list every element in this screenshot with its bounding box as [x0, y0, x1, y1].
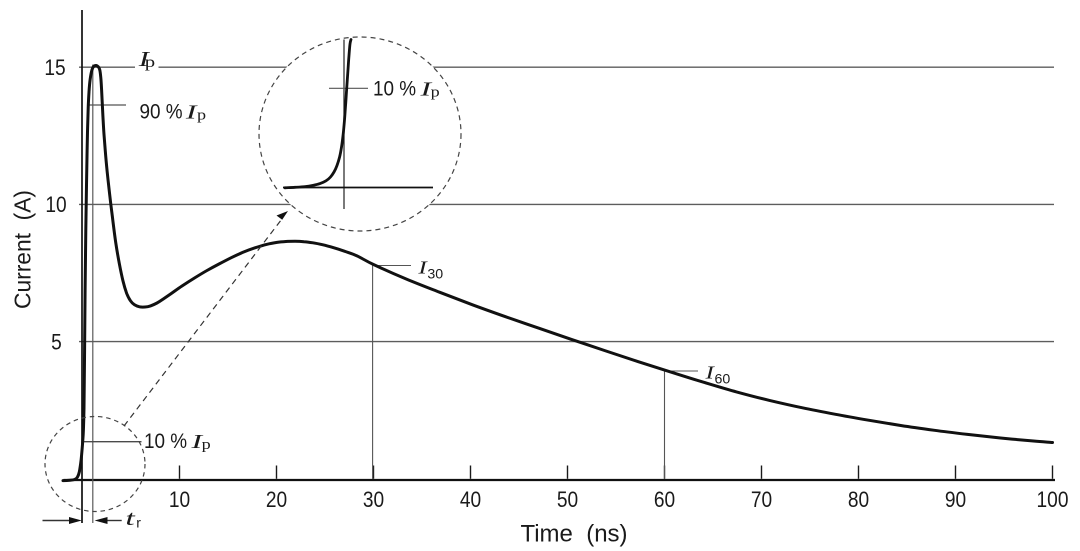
svg-text:50: 50 [557, 488, 578, 513]
svg-text:15: 15 [44, 56, 65, 81]
svg-text:r: r [136, 515, 141, 531]
svg-text:100: 100 [1037, 488, 1069, 513]
svg-text:Current (A): Current (A) [9, 190, 35, 309]
svg-text:70: 70 [751, 488, 772, 513]
svg-text:10 %: 10 % [144, 430, 187, 453]
svg-text:I: I [185, 100, 198, 123]
svg-text:I: I [704, 362, 716, 383]
svg-text:p: p [431, 83, 440, 100]
svg-text:10 %: 10 % [373, 77, 416, 100]
svg-text:p: p [202, 436, 211, 453]
svg-text:I: I [190, 430, 203, 453]
svg-text:60: 60 [715, 371, 731, 387]
svg-text:90: 90 [945, 488, 966, 513]
svg-text:Time (ns): Time (ns) [520, 520, 627, 547]
svg-text:40: 40 [460, 488, 481, 513]
svg-text:I: I [417, 257, 429, 278]
svg-text:10: 10 [45, 193, 66, 218]
svg-text:I: I [419, 77, 432, 100]
svg-text:30: 30 [363, 488, 384, 513]
svg-text:I: I [138, 48, 151, 71]
svg-text:30: 30 [427, 266, 443, 282]
svg-text:t: t [125, 507, 136, 530]
svg-text:60: 60 [654, 488, 675, 513]
svg-text:p: p [197, 106, 206, 123]
svg-text:20: 20 [266, 488, 287, 513]
svg-text:p: p [145, 53, 155, 71]
svg-text:5: 5 [51, 330, 62, 355]
svg-text:80: 80 [848, 488, 869, 513]
svg-text:10: 10 [169, 488, 190, 513]
svg-text:90 %: 90 % [140, 100, 183, 123]
